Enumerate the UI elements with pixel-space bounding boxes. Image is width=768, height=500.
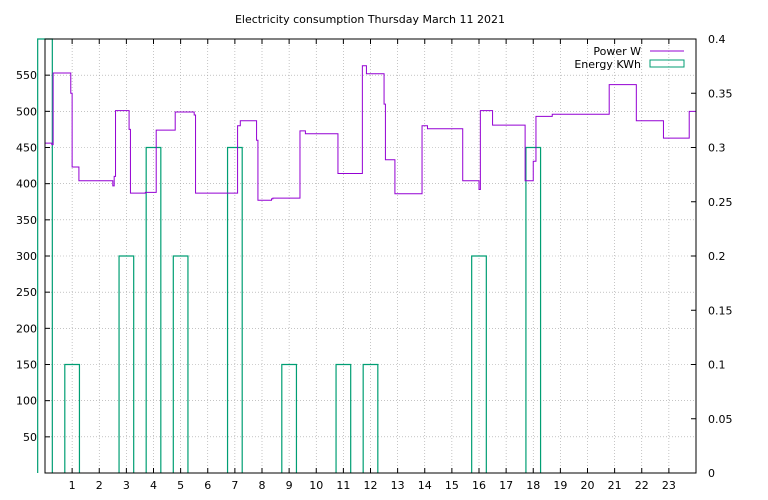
chart-title: Electricity consumption Thursday March 1…	[235, 13, 505, 26]
x-tick-label: 5	[177, 479, 184, 492]
x-tick-label: 21	[608, 479, 622, 492]
energy-series	[37, 38, 542, 473]
energy-bar	[281, 363, 298, 473]
y-right-tick-label: 0.15	[708, 304, 733, 317]
x-tick-label: 4	[150, 479, 157, 492]
energy-bar	[145, 146, 162, 473]
x-tick-label: 12	[364, 479, 378, 492]
x-tick-label: 8	[259, 479, 266, 492]
x-tick-label: 10	[309, 479, 323, 492]
energy-bar	[64, 363, 81, 473]
y-right-tick-label: 0.25	[708, 196, 733, 209]
energy-bar	[335, 363, 352, 473]
legend-label-power: Power W	[593, 45, 641, 58]
x-tick-label: 20	[581, 479, 595, 492]
x-tick-label: 16	[472, 479, 486, 492]
power-series	[45, 65, 696, 201]
x-tick-label: 6	[204, 479, 211, 492]
legend-label-energy: Energy KWh	[574, 58, 641, 71]
legend-swatch-energy	[649, 59, 685, 68]
y-right-tick-label: 0.3	[708, 142, 726, 155]
energy-bar	[226, 146, 243, 473]
x-tick-label: 18	[526, 479, 540, 492]
power-line	[45, 65, 696, 201]
y-right-tick-label: 0.1	[708, 359, 726, 372]
legend: Power W Energy KWh	[574, 45, 685, 71]
y-right-tick-label: 0.4	[708, 33, 726, 46]
x-tick-label: 9	[286, 479, 293, 492]
x-tick-label: 17	[499, 479, 513, 492]
x-tick-label: 23	[662, 479, 676, 492]
y-left-tick-label: 450	[16, 142, 37, 155]
x-tick-label: 22	[635, 479, 649, 492]
y-left-tick-label: 200	[16, 322, 37, 335]
y-right-tick-label: 0.05	[708, 413, 733, 426]
energy-bar	[362, 363, 379, 473]
energy-bar	[172, 255, 189, 473]
y-left-tick-label: 400	[16, 178, 37, 191]
y-left-tick-label: 250	[16, 286, 37, 299]
y-left-tick-label: 500	[16, 105, 37, 118]
energy-bar	[525, 146, 542, 473]
energy-bar	[471, 255, 487, 473]
y-right-tick-label: 0.2	[708, 250, 726, 263]
x-tick-label: 11	[336, 479, 350, 492]
x-tick-label: 3	[123, 479, 130, 492]
x-tick-label: 19	[553, 479, 567, 492]
y-left-tick-label: 150	[16, 359, 37, 372]
x-tick-label: 1	[69, 479, 76, 492]
y-right-tick-label: 0.35	[708, 87, 733, 100]
x-tick-label: 15	[445, 479, 459, 492]
x-tick-label: 14	[418, 479, 432, 492]
y-left-tick-label: 100	[16, 395, 37, 408]
y-left-tick-label: 550	[16, 69, 37, 82]
x-tick-label: 7	[231, 479, 238, 492]
grid-lines	[45, 39, 696, 473]
y-left-tick-label: 50	[23, 431, 37, 444]
x-tick-label: 2	[96, 479, 103, 492]
x-tick-label: 13	[391, 479, 405, 492]
energy-bar	[118, 255, 135, 473]
y-left-tick-label: 300	[16, 250, 37, 263]
y-right-tick-label: 0	[708, 467, 715, 480]
y-left-tick-label: 350	[16, 214, 37, 227]
axis-ticks: 1 2 3 4 5 6 7 8 9 10 11 12 13 14 15 16 17 18 19 20 21 22 23501…	[16, 33, 733, 492]
